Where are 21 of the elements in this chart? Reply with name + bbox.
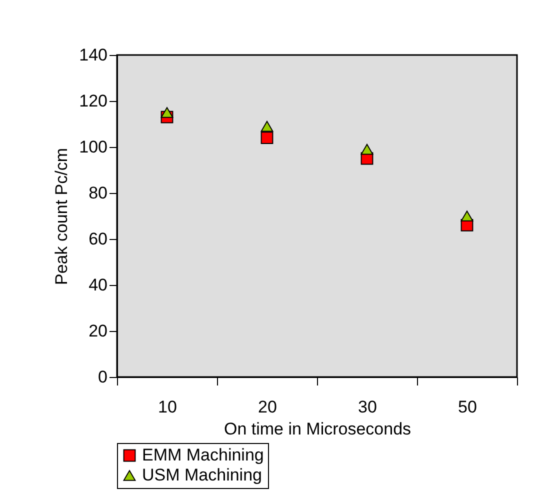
point: [160, 107, 174, 118]
y-tick-label: 40: [88, 276, 108, 294]
x-tick-label: 10: [158, 398, 177, 416]
y-tick-label: 120: [79, 92, 108, 110]
y-tick-label: 100: [79, 138, 108, 156]
x-tick-label: 30: [358, 398, 377, 416]
y-tick-label: 60: [88, 230, 108, 248]
point: [360, 144, 374, 155]
y-tick-label: 80: [88, 184, 108, 202]
point: [260, 120, 274, 132]
legend-label: EMM Machining: [142, 446, 264, 464]
y-tick-label: 20: [88, 322, 108, 340]
x-axis-title: On time in Microseconds: [224, 420, 412, 438]
y-tick-label: 0: [98, 368, 108, 386]
y-tick-label: 140: [79, 46, 108, 64]
point: [260, 132, 274, 144]
x-tick-label: 20: [258, 398, 277, 416]
x-tick-label: 50: [458, 398, 477, 416]
y-axis-title: Peak count Pc/cm: [52, 148, 72, 286]
point: [460, 210, 474, 222]
legend-label: USM Machining: [142, 466, 262, 484]
